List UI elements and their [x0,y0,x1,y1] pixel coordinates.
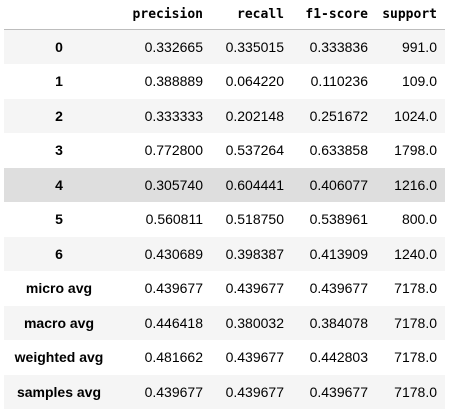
recall-cell: 0.439677 [225,383,284,400]
support-cell: 7178.0 [394,349,437,366]
f1-score-cell: 0.110236 [310,73,368,90]
f1-score-cell: 0.633858 [309,142,368,159]
classification-report-table: precision recall f1-score support 0 0.33… [4,0,445,409]
header-corner-cell [4,0,114,30]
table-row: micro avg 0.439677 0.439677 0.439677 717… [4,271,445,306]
f1-score-cell: 0.442803 [309,349,368,366]
f1-score-cell: 0.384078 [309,314,368,331]
support-cell: 109.0 [401,73,437,90]
row-label: 1 [55,73,63,90]
row-label: 4 [55,176,63,193]
table-row: 0 0.332665 0.335015 0.333836 991.0 [4,29,445,64]
precision-cell: 0.560811 [145,211,203,228]
table-row-hovered: 4 0.305740 0.604441 0.406077 1216.0 [4,167,445,202]
precision-cell: 0.772800 [144,142,203,159]
recall-cell: 0.064220 [225,73,284,90]
recall-cell: 0.604441 [225,176,284,193]
support-cell: 1024.0 [394,107,437,124]
support-cell: 7178.0 [394,280,437,297]
precision-cell: 0.446418 [144,314,203,331]
f1-score-cell: 0.413909 [309,245,368,262]
row-label: 2 [55,107,63,124]
table-row: weighted avg 0.481662 0.439677 0.442803 … [4,340,445,375]
f1-score-cell: 0.251672 [309,107,368,124]
recall-cell: 0.398387 [225,245,284,262]
row-label: 5 [55,211,63,228]
support-cell: 991.0 [401,39,437,55]
recall-cell: 0.439677 [225,349,284,366]
recall-cell: 0.537264 [225,142,284,159]
recall-cell: 0.202148 [225,107,284,124]
precision-cell: 0.305740 [144,176,203,193]
column-header-support: support [376,0,445,30]
recall-cell: 0.335015 [225,39,284,55]
support-cell: 1798.0 [394,142,437,159]
table-row: samples avg 0.439677 0.439677 0.439677 7… [4,374,445,409]
precision-cell: 0.388889 [144,73,203,90]
support-cell: 1240.0 [394,245,437,262]
table-header: precision recall f1-score support [4,0,445,30]
precision-cell: 0.481662 [144,349,203,366]
column-header-precision: precision [114,0,211,30]
table-row: 3 0.772800 0.537264 0.633858 1798.0 [4,133,445,168]
row-label: weighted avg [14,349,104,366]
table-row: 6 0.430689 0.398387 0.413909 1240.0 [4,236,445,271]
row-label: micro avg [25,280,93,297]
precision-cell: 0.430689 [144,245,203,262]
table-body: 0 0.332665 0.335015 0.333836 991.0 1 0.3… [4,29,445,409]
support-cell: 800.0 [401,211,437,228]
column-header-recall: recall [211,0,292,30]
row-label: 6 [55,245,63,262]
row-label: 3 [55,142,63,159]
precision-cell: 0.439677 [144,280,203,297]
f1-score-cell: 0.439677 [309,383,368,400]
recall-cell: 0.439677 [225,280,284,297]
recall-cell: 0.380032 [225,314,284,331]
precision-cell: 0.439677 [144,383,203,400]
support-cell: 7178.0 [394,314,437,331]
column-header-f1-score: f1-score [292,0,376,30]
f1-score-cell: 0.333836 [309,39,368,55]
precision-cell: 0.332665 [144,39,203,55]
row-label: samples avg [16,383,102,400]
table-row: 2 0.333333 0.202148 0.251672 1024.0 [4,98,445,133]
f1-score-cell: 0.439677 [309,280,368,297]
row-label: 0 [55,39,63,55]
table-row: 5 0.560811 0.518750 0.538961 800.0 [4,202,445,237]
table-row: macro avg 0.446418 0.380032 0.384078 717… [4,305,445,340]
support-cell: 7178.0 [394,383,437,400]
row-label: macro avg [23,314,95,331]
f1-score-cell: 0.538961 [309,211,368,228]
recall-cell: 0.518750 [225,211,284,228]
support-cell: 1216.0 [394,176,437,193]
f1-score-cell: 0.406077 [309,176,368,193]
header-row: precision recall f1-score support [4,0,445,30]
precision-cell: 0.333333 [144,107,203,124]
table-row: 1 0.388889 0.064220 0.110236 109.0 [4,64,445,99]
